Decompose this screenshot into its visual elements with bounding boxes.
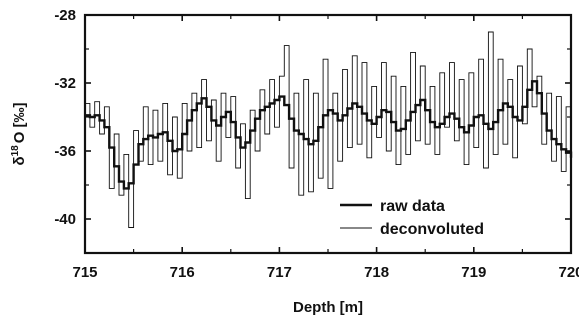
series-layer	[85, 31, 573, 228]
plot-area: 715 716 717 718 719 720 -40 -36 -32 -28	[54, 7, 579, 281]
x-tick-label: 715	[72, 264, 97, 281]
y-axis-label-delta: δ	[11, 156, 28, 165]
x-tick-label: 717	[267, 264, 292, 281]
y-tick-label: -32	[54, 75, 76, 92]
y-axis-label: δ18 O [‰]	[10, 102, 28, 165]
x-tick-label: 718	[364, 264, 389, 281]
x-tick-label: 720	[558, 264, 579, 281]
y-tick-label: -28	[54, 7, 76, 24]
y-axis-label-superscript: 18	[10, 145, 21, 157]
x-axis-label: Depth [m]	[293, 299, 363, 316]
x-tick-label: 716	[170, 264, 195, 281]
legend-label-raw-data: raw data	[380, 198, 445, 215]
y-tick-label: -36	[54, 143, 76, 160]
legend: raw data deconvoluted	[340, 198, 484, 238]
series-line-deconvoluted	[85, 31, 572, 228]
x-tick-label: 719	[461, 264, 486, 281]
y-axis-label-tail: O [‰]	[11, 102, 28, 143]
tick-layer: 715 716 717 718 719 720 -40 -36 -32 -28	[54, 7, 579, 281]
series-line-raw-data	[85, 80, 573, 190]
y-tick-label: -40	[54, 211, 76, 228]
legend-label-deconvoluted: deconvoluted	[380, 221, 484, 238]
